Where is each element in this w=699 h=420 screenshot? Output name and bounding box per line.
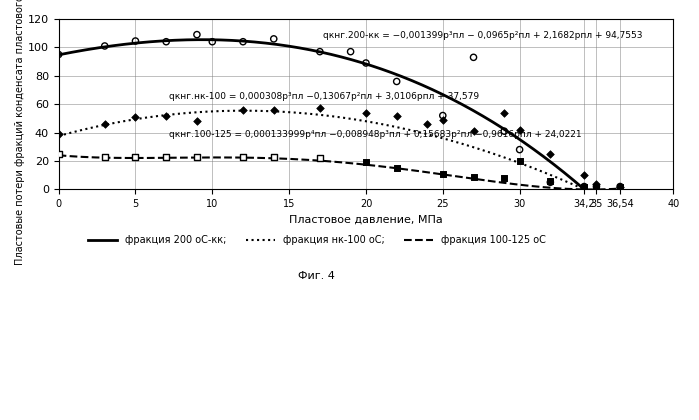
- Point: [391, 112, 403, 119]
- Point: [498, 175, 510, 181]
- Point: [468, 54, 479, 61]
- Point: [130, 153, 141, 160]
- Point: [361, 109, 372, 116]
- Point: [579, 172, 590, 178]
- Point: [391, 165, 403, 171]
- Point: [579, 183, 590, 190]
- Text: Фиг. 4: Фиг. 4: [298, 271, 336, 281]
- Point: [498, 175, 510, 181]
- Point: [192, 118, 203, 125]
- Point: [238, 153, 249, 160]
- Point: [614, 183, 626, 190]
- Point: [437, 171, 448, 177]
- Point: [315, 48, 326, 55]
- Point: [238, 38, 249, 45]
- Point: [591, 183, 602, 190]
- Point: [345, 48, 356, 55]
- Point: [315, 155, 326, 162]
- Point: [315, 155, 326, 162]
- Point: [545, 178, 556, 184]
- Point: [268, 36, 280, 42]
- Point: [99, 153, 110, 160]
- Point: [130, 113, 141, 120]
- Point: [99, 153, 110, 160]
- Point: [53, 150, 64, 157]
- Point: [468, 173, 479, 180]
- Point: [591, 184, 602, 191]
- Y-axis label: Пластовые потери фракций конденсата пластового газа, г/м³: Пластовые потери фракций конденсата плас…: [15, 0, 25, 265]
- Point: [161, 153, 172, 160]
- Text: qкнг.100-125 = 0,000133999p⁴пл −0,008948p³пл + 0,15683p²пл −0,9616pпл + 24,0221: qкнг.100-125 = 0,000133999p⁴пл −0,008948…: [169, 130, 582, 139]
- Point: [391, 165, 403, 171]
- Point: [614, 183, 626, 190]
- Point: [545, 179, 556, 186]
- Point: [268, 107, 280, 113]
- Point: [99, 42, 110, 49]
- Point: [207, 38, 218, 45]
- Point: [238, 107, 249, 113]
- Point: [437, 171, 448, 177]
- Point: [545, 178, 556, 184]
- Point: [498, 109, 510, 116]
- Point: [437, 112, 448, 119]
- Point: [579, 183, 590, 190]
- Point: [545, 150, 556, 157]
- Point: [53, 150, 64, 157]
- Point: [421, 121, 433, 127]
- X-axis label: Пластовое давление, МПа: Пластовое давление, МПа: [289, 215, 443, 225]
- Point: [130, 38, 141, 45]
- Point: [238, 153, 249, 160]
- Point: [514, 146, 525, 153]
- Point: [514, 158, 525, 164]
- Point: [579, 183, 590, 190]
- Point: [591, 180, 602, 187]
- Point: [53, 131, 64, 137]
- Point: [315, 105, 326, 112]
- Point: [161, 153, 172, 160]
- Point: [498, 128, 510, 134]
- Point: [514, 126, 525, 133]
- Point: [614, 183, 626, 190]
- Point: [192, 153, 203, 160]
- Point: [614, 183, 626, 190]
- Point: [514, 158, 525, 164]
- Point: [468, 173, 479, 180]
- Point: [53, 51, 64, 58]
- Point: [361, 159, 372, 166]
- Point: [268, 153, 280, 160]
- Text: qкнг.нк-100 = 0,000308p³пл −0,13067p²пл + 3,0106pпл + 37,579: qкнг.нк-100 = 0,000308p³пл −0,13067p²пл …: [169, 92, 480, 101]
- Point: [192, 153, 203, 160]
- Point: [361, 60, 372, 66]
- Point: [161, 112, 172, 119]
- Point: [437, 116, 448, 123]
- Point: [130, 153, 141, 160]
- Point: [192, 31, 203, 38]
- Point: [391, 78, 403, 85]
- Point: [591, 184, 602, 191]
- Point: [468, 128, 479, 134]
- Point: [268, 153, 280, 160]
- Point: [161, 38, 172, 45]
- Point: [99, 121, 110, 127]
- Text: qкнг.200-кк = −0,001399p³пл − 0,0965p²пл + 2,1682pпл + 94,7553: qкнг.200-кк = −0,001399p³пл − 0,0965p²пл…: [323, 31, 642, 40]
- Legend: фракция 200 оС-кк;, фракция нк-100 оС;, фракция 100-125 оС: фракция 200 оС-кк;, фракция нк-100 оС;, …: [84, 231, 549, 249]
- Point: [361, 159, 372, 166]
